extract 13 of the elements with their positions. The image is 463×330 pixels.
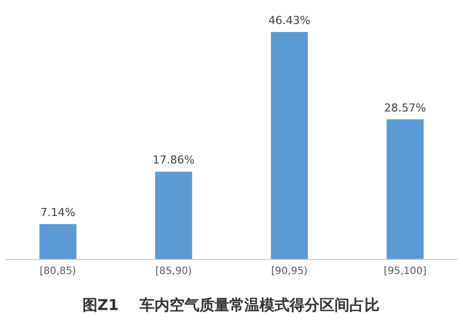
x-tick-label: [85,90) [155, 266, 192, 277]
x-tick-label: [95,100] [384, 266, 427, 277]
x-tick-label: [80,85) [40, 266, 76, 277]
data-label: 46.43% [268, 14, 310, 27]
x-tick-label: [90,95) [271, 266, 308, 277]
data-label: 17.86% [152, 154, 195, 167]
data-label: 28.57% [384, 101, 426, 114]
bar [270, 32, 308, 259]
data-label: 7.14% [40, 206, 76, 220]
bar [39, 224, 76, 259]
bar [386, 119, 424, 259]
bar [155, 172, 192, 259]
text: 图Z1 车内空气质量常温模式得分区间占比 [82, 296, 380, 314]
